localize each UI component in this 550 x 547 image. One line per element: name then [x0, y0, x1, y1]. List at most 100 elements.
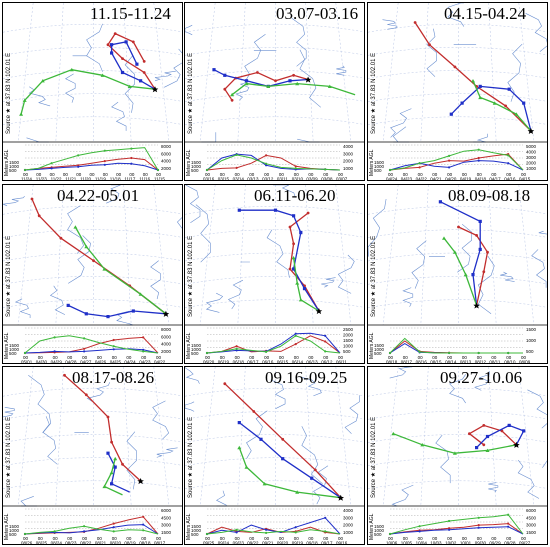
altitude-marker	[130, 162, 133, 165]
source-star-icon	[513, 441, 520, 448]
source-location-label: Source ★ at 37.83 N 102.01 E	[371, 416, 377, 498]
altitude-low-tick-label: 1500	[374, 160, 385, 165]
trajectory-marker	[259, 437, 263, 441]
time-tick-label: 00	[447, 172, 453, 177]
trajectory-marker	[244, 81, 249, 86]
date-tick-label: 06/20	[203, 360, 215, 365]
trajectory-marker	[237, 208, 241, 212]
graticule	[185, 185, 364, 326]
altitude-marker	[142, 523, 145, 526]
time-tick-label: 00	[432, 172, 438, 177]
coastlines	[26, 23, 182, 143]
altitude-marker	[53, 350, 56, 353]
altitude-marker	[77, 165, 80, 168]
trajectory-marker	[230, 98, 234, 102]
altitude-marker	[294, 334, 297, 337]
trajectory-marker	[69, 67, 74, 72]
time-tick-label: 00	[53, 536, 59, 541]
altitude-axis-label: Meters AGL	[4, 513, 10, 540]
altitude-tick-label: 1500	[526, 530, 537, 535]
source-location-label: Source ★ at 37.83 N 102.01 E	[188, 235, 194, 317]
altitude-tick-label: 1000	[343, 166, 354, 171]
trajectory-marker	[449, 112, 453, 116]
trajectory-marker	[223, 73, 227, 77]
coastlines	[185, 185, 355, 313]
altitude-marker	[50, 167, 53, 170]
altitude-low-tick-label: 1000	[374, 528, 385, 533]
date-tick-label: 03/10	[292, 177, 304, 182]
date-tick-label: 10/03	[430, 541, 442, 546]
altitude-axis-label: Meters AGL	[186, 149, 192, 176]
source-star-icon	[315, 308, 323, 315]
altitude-tick-label: 4000	[343, 144, 354, 149]
trajectory-marker	[492, 101, 497, 105]
date-tick-label: 08/13	[460, 360, 472, 365]
green-trajectory	[74, 226, 167, 315]
time-tick-label: 00	[403, 172, 409, 177]
date-tick-label: 08/18	[386, 360, 398, 365]
altitude-marker	[265, 162, 268, 165]
altitude-low-tick-label: 1000	[9, 347, 20, 352]
date-tick-label: 03/15	[218, 177, 230, 182]
altitude-low-tick-label: 500	[191, 168, 199, 173]
trajectory-marker	[507, 87, 511, 91]
trajectory-marker	[274, 79, 277, 83]
altitude-low-tick-label: 500	[9, 351, 17, 356]
altitude-marker	[448, 519, 451, 523]
trajectories	[212, 68, 356, 102]
time-tick-label: 00	[249, 172, 255, 177]
time-tick-label: 00	[491, 536, 497, 541]
trajectory-marker	[113, 456, 118, 461]
trajectories	[223, 382, 342, 499]
altitude-marker	[53, 530, 56, 533]
date-tick-label: 11/17	[124, 177, 135, 182]
time-tick-label: 00	[294, 355, 300, 360]
trajectory-marker	[92, 259, 95, 262]
time-tick-label: 00	[323, 172, 329, 177]
blue-trajectory	[450, 85, 532, 132]
trajectory-marker	[262, 482, 267, 486]
trajectory-marker	[438, 200, 442, 204]
altitude-marker	[265, 154, 268, 157]
trajectory-marker	[507, 423, 511, 427]
altitude-marker	[477, 148, 480, 151]
trajectory-marker	[212, 68, 216, 72]
time-tick-label: 00	[23, 355, 29, 360]
time-tick-label: 00	[323, 355, 329, 360]
time-tick-label: 00	[97, 355, 103, 360]
trajectory-marker	[471, 79, 475, 83]
altitude-marker	[142, 336, 145, 339]
altitude-marker	[23, 168, 27, 172]
date-tick-label: 08/16	[416, 360, 428, 365]
panel-title: 08.09-08.18	[448, 186, 531, 205]
graticule	[3, 367, 182, 507]
date-tick-label: 08/10	[504, 360, 516, 365]
date-tick-label: 08/21	[95, 541, 107, 546]
altitude-tick-label: 3000	[343, 515, 354, 520]
time-tick-label: 00	[491, 355, 497, 360]
time-tick-label: 00	[462, 536, 468, 541]
altitude-marker	[294, 531, 297, 534]
date-tick-label: 03/08	[321, 177, 333, 182]
trajectory-marker	[457, 225, 460, 229]
altitude-marker	[103, 149, 106, 152]
date-tick-label: 09/16	[336, 541, 348, 546]
altitude-marker	[294, 332, 297, 335]
date-tick-label: 08/24	[51, 541, 63, 546]
altitude-low-tick-label: 500	[374, 532, 382, 537]
altitude-tick-label: 4000	[526, 150, 537, 155]
trajectory-marker	[471, 273, 475, 277]
date-tick-label: 03/11	[277, 177, 288, 182]
date-tick-label: 11/23	[36, 177, 47, 182]
trajectory-marker	[22, 98, 27, 102]
altitude-marker	[205, 532, 209, 536]
altitude-marker	[507, 522, 510, 525]
trajectory-marker	[327, 84, 332, 88]
trajectory-marker	[463, 272, 468, 277]
altitude-axis-label: Meters AGL	[369, 513, 375, 540]
time-tick-label: 00	[462, 355, 468, 360]
